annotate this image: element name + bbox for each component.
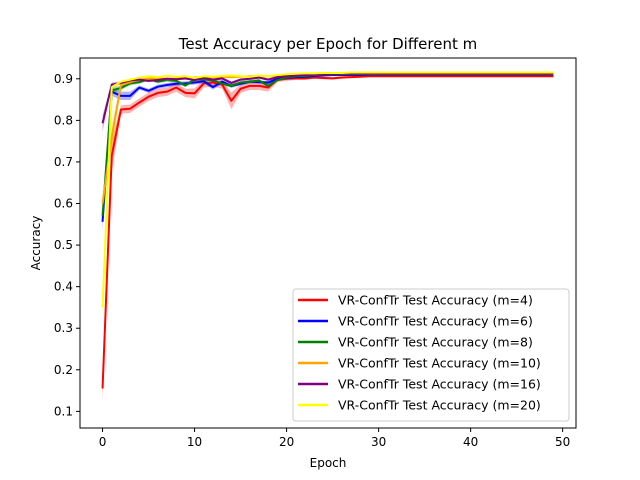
y-tick-label-3: 0.4	[54, 280, 73, 294]
legend-entry-4: VR-ConfTr Test Accuracy (m=16)	[338, 377, 541, 392]
y-tick-label-0: 0.1	[54, 404, 73, 418]
line-series-5	[101, 71, 554, 308]
line-series-0	[101, 75, 554, 389]
y-axis-label: Accuracy	[29, 216, 43, 271]
y-tick-label-7: 0.8	[54, 113, 73, 127]
x-tick-label-4: 40	[463, 435, 478, 449]
y-tick-label-8: 0.9	[54, 72, 73, 86]
legend-entry-3: VR-ConfTr Test Accuracy (m=10)	[338, 356, 541, 371]
legend-entry-2: VR-ConfTr Test Accuracy (m=8)	[338, 335, 533, 350]
series-lines	[101, 71, 554, 389]
confidence-bands	[102, 71, 554, 401]
y-tick-label-1: 0.2	[54, 363, 73, 377]
legend-entry-5: VR-ConfTr Test Accuracy (m=20)	[338, 398, 541, 413]
x-axis-ticks: 0 10 20 30 40 50	[99, 428, 570, 449]
y-tick-label-6: 0.7	[54, 155, 73, 169]
chart-title: Test Accuracy per Epoch for Different m	[178, 35, 477, 53]
line-series-4	[101, 72, 554, 124]
x-tick-label-3: 30	[371, 435, 386, 449]
x-tick-label-2: 20	[279, 435, 294, 449]
x-tick-label-0: 0	[99, 435, 107, 449]
y-axis-ticks: 0.1 0.2 0.3 0.4 0.5 0.6 0.7 0.8 0.9	[54, 72, 80, 418]
legend-box	[292, 288, 570, 422]
y-tick-label-4: 0.5	[54, 238, 73, 252]
x-tick-label-5: 50	[555, 435, 570, 449]
x-tick-label-1: 10	[187, 435, 202, 449]
y-tick-label-5: 0.6	[54, 197, 73, 211]
legend-entry-0: VR-ConfTr Test Accuracy (m=4)	[338, 293, 533, 308]
legend-entry-1: VR-ConfTr Test Accuracy (m=6)	[338, 314, 533, 329]
band-series-1	[102, 73, 554, 231]
plot-frame	[79, 57, 577, 429]
legend: VR-ConfTr Test Accuracy (m=4) VR-ConfTr T…	[292, 288, 570, 422]
y-tick-label-2: 0.3	[54, 321, 73, 335]
x-axis-label: Epoch	[310, 456, 347, 470]
